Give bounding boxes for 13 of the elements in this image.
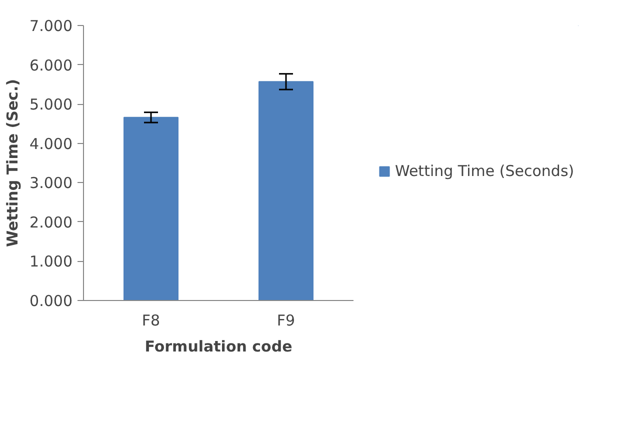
y-tick-label: 3.000 [30,174,73,192]
y-tick-label: 6.000 [30,56,73,74]
x-tick-label: F9 [276,312,296,330]
y-tick-label: 7.000 [30,17,73,35]
y-tick-label: 5.000 [30,96,73,114]
y-tick-label: 1.000 [30,252,73,271]
x-axis-title: Formulation code [144,338,292,356]
y-tick-label: 0.000 [30,292,73,310]
x-tick-label: F8 [142,312,160,330]
legend-label: Wetting Time (Seconds) [395,162,574,180]
y-tick-label: 2.000 [30,213,73,232]
y-axis-title: Wetting Time (Sec.) [4,79,22,247]
y-tick-label: 4.000 [30,134,73,153]
